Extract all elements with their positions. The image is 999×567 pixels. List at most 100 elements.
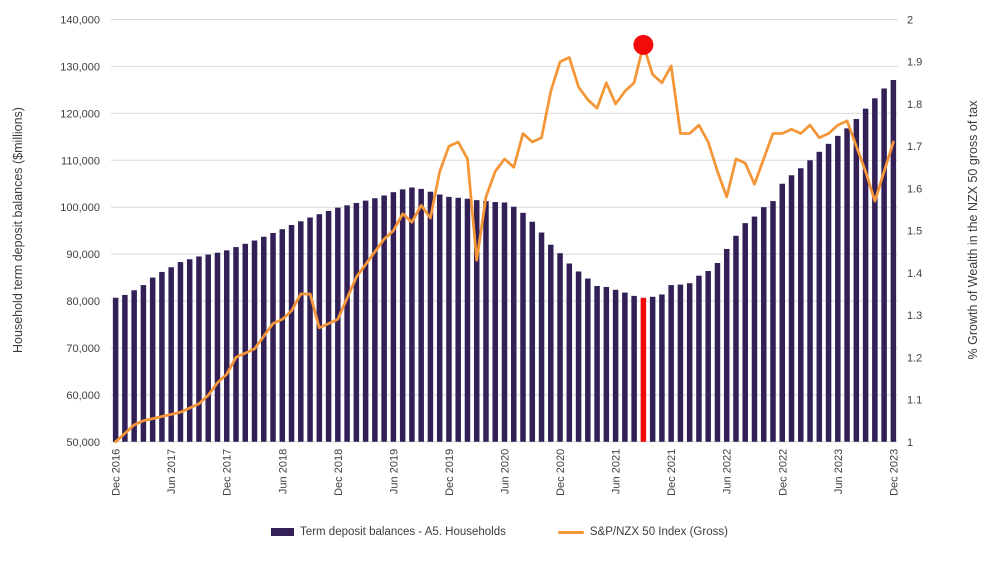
bar — [261, 236, 267, 442]
bar — [705, 271, 711, 442]
legend-label-line: S&P/NZX 50 Index (Gross) — [589, 526, 728, 538]
bar — [881, 88, 887, 442]
bar — [418, 188, 424, 442]
bar — [622, 292, 628, 442]
x-axis-tick-label: Jun 2020 — [500, 449, 512, 494]
left-axis-tick-label: 50,000 — [66, 437, 100, 449]
bar — [446, 196, 452, 442]
bar — [168, 267, 174, 442]
bar — [353, 202, 360, 442]
bar — [473, 200, 480, 442]
bar — [501, 202, 508, 442]
bar — [714, 263, 721, 442]
legend-item-bars: Term deposit balances - A5. Households — [271, 526, 506, 538]
index-line — [114, 43, 895, 444]
bar — [770, 201, 776, 442]
bar — [557, 253, 563, 442]
bar — [214, 252, 221, 442]
x-axis-tick-label: Jun 2023 — [833, 449, 845, 494]
bar — [594, 286, 600, 442]
bar — [779, 183, 786, 442]
x-axis-tick-label: Jun 2021 — [611, 449, 623, 494]
legend-label-bars: Term deposit balances - A5. Households — [300, 526, 506, 538]
bar — [205, 254, 211, 442]
x-axis-tick-label: Dec 2021 — [666, 449, 678, 496]
left-axis-title: Household term deposit balances ($millio… — [11, 107, 25, 353]
bar — [492, 202, 498, 442]
bar-swatch-icon — [271, 528, 295, 536]
bar — [270, 232, 276, 442]
bar — [112, 297, 119, 442]
bar — [149, 277, 156, 442]
right-axis-tick-label: 1.3 — [907, 310, 922, 322]
bar — [196, 256, 202, 442]
bar — [390, 192, 397, 442]
right-axis-tick-label: 1.4 — [907, 268, 922, 280]
bar — [464, 198, 471, 442]
bar — [677, 284, 684, 442]
x-axis-tick-label: Dec 2016 — [111, 449, 123, 496]
x-axis-tick-label: Dec 2023 — [888, 449, 900, 496]
bar — [436, 194, 443, 442]
bar — [325, 210, 332, 442]
x-axis-tick-label: Dec 2017 — [222, 449, 234, 496]
left-axis-tick-label: 100,000 — [60, 202, 100, 214]
left-axis-tick-label: 60,000 — [66, 390, 100, 402]
bar — [177, 262, 184, 442]
legend-item-line: S&P/NZX 50 Index (Gross) — [557, 526, 728, 538]
left-axis-tick-label: 90,000 — [66, 249, 100, 261]
bar — [233, 247, 239, 442]
highlight-dot — [633, 34, 654, 55]
bar — [696, 275, 702, 442]
right-axis-tick-label: 1.9 — [907, 57, 922, 69]
left-axis-tick-label: 110,000 — [61, 155, 100, 167]
bar — [668, 285, 674, 442]
bar — [288, 225, 295, 442]
bar — [575, 271, 582, 442]
bar — [807, 160, 813, 442]
bar — [816, 151, 823, 442]
right-axis-title: % Growth of Wealth in the NZX 50 gross o… — [966, 100, 980, 360]
bar — [825, 143, 832, 442]
bar — [723, 248, 730, 442]
x-axis-tick-label: Dec 2020 — [555, 449, 567, 496]
bar — [409, 187, 415, 442]
bar — [603, 286, 610, 442]
right-axis-tick-label: 1.5 — [907, 226, 922, 238]
legend: Term deposit balances - A5. Households S… — [0, 526, 999, 538]
bar — [686, 283, 693, 442]
bar — [307, 217, 313, 442]
bar — [298, 221, 304, 442]
bar — [649, 296, 656, 442]
bar — [751, 216, 758, 442]
bar — [872, 98, 878, 442]
bar — [381, 195, 387, 442]
right-axis-tick-label: 1.6 — [907, 183, 922, 195]
bar — [566, 263, 573, 442]
bar — [372, 198, 378, 442]
right-axis-tick-label: 2 — [907, 15, 913, 27]
right-axis-tick-label: 1.7 — [907, 141, 922, 153]
bar — [612, 289, 619, 442]
bar — [279, 229, 286, 442]
left-axis-tick-label: 80,000 — [66, 296, 100, 308]
left-axis-tick-label: 140,000 — [60, 15, 100, 27]
bar — [844, 128, 850, 442]
bar — [131, 290, 137, 442]
bar — [760, 207, 767, 442]
left-axis-tick-label: 130,000 — [60, 61, 100, 73]
bar — [122, 294, 128, 442]
bar — [140, 285, 147, 442]
bar — [798, 168, 804, 442]
bar — [399, 189, 406, 442]
bar — [159, 271, 165, 442]
bar — [520, 212, 526, 442]
right-axis-tick-label: 1.1 — [907, 395, 922, 407]
bar — [242, 243, 249, 442]
bar — [742, 223, 748, 442]
bar — [483, 201, 489, 442]
bar — [529, 221, 536, 442]
x-axis-tick-label: Jun 2018 — [277, 449, 289, 494]
